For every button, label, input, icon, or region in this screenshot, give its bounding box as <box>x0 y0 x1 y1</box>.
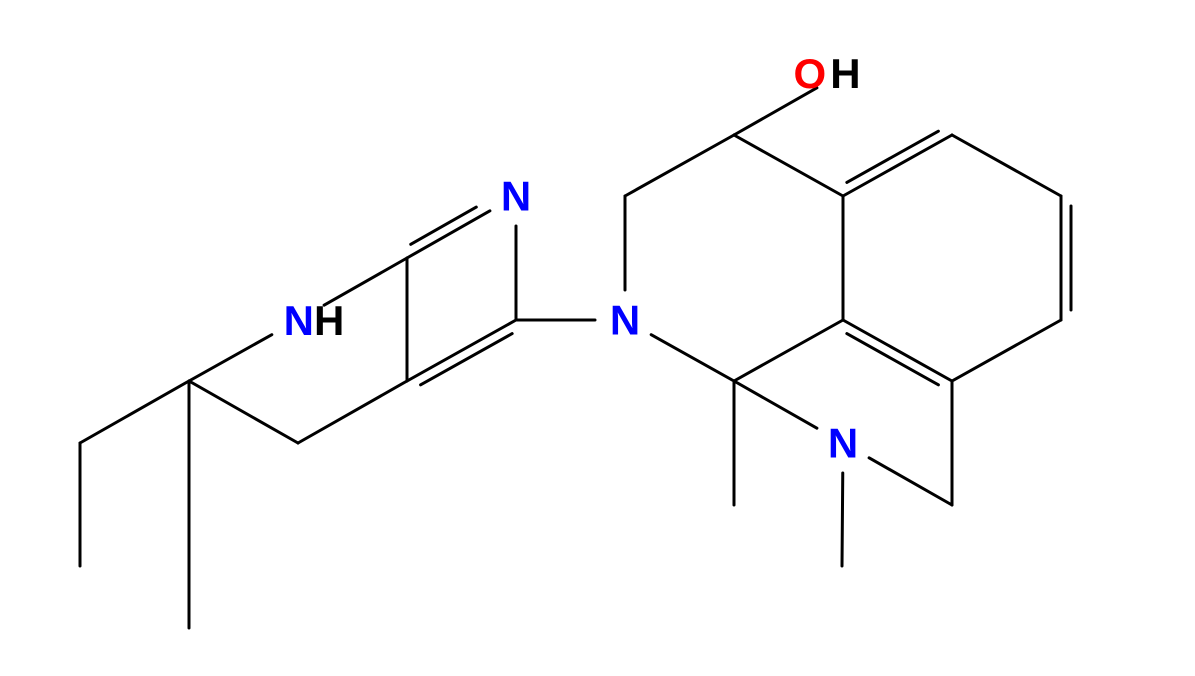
atom-label-n: N <box>610 297 640 344</box>
atom-label-n: N <box>828 420 858 467</box>
atom-label-nh: NH <box>284 297 345 344</box>
molecule-diagram: NH N N OH N <box>0 0 1195 676</box>
atom-label-oh: OH <box>794 50 861 97</box>
atom-label-n: N <box>501 173 531 220</box>
bonds-layer <box>80 88 1071 628</box>
